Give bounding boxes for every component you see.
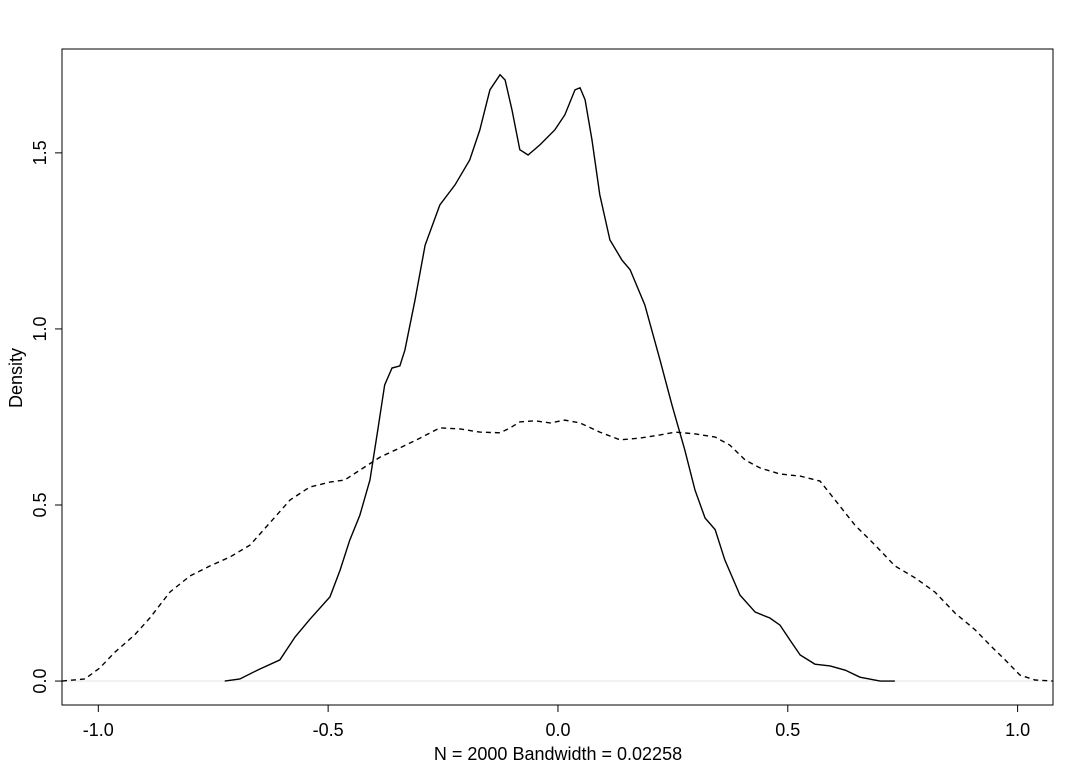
x-tick-label: -0.5 <box>313 720 344 740</box>
plot-frame <box>61 48 1054 706</box>
density-line <box>61 419 1054 682</box>
x-tick-label: -1.0 <box>83 720 114 740</box>
density-line <box>224 73 895 682</box>
x-tick-label: 0.0 <box>545 720 570 740</box>
y-tick-label: 0.0 <box>30 669 50 694</box>
x-tick-label: 1.0 <box>1005 720 1030 740</box>
y-tick-label: 1.0 <box>30 316 50 341</box>
y-axis-label: Density <box>6 348 26 408</box>
x-axis-label: N = 2000 Bandwidth = 0.02258 <box>434 744 682 764</box>
y-tick-label: 1.5 <box>30 140 50 165</box>
y-tick-label: 0.5 <box>30 492 50 517</box>
x-tick-label: 0.5 <box>775 720 800 740</box>
